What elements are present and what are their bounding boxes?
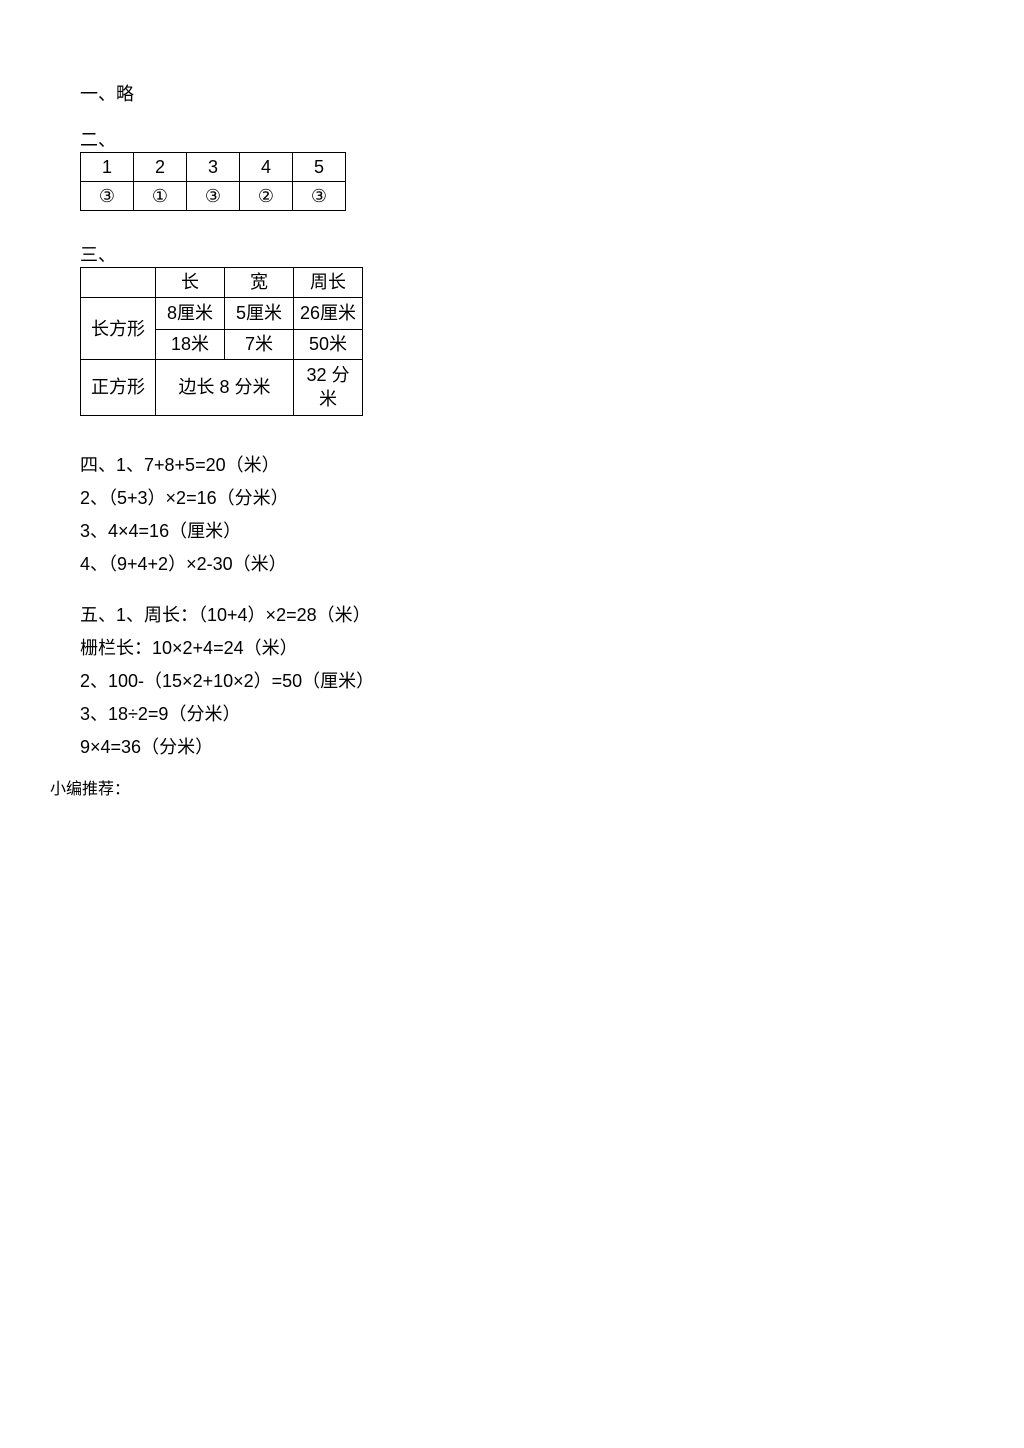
cell: 4 <box>240 153 293 182</box>
section-3-heading-text: 三、 <box>80 241 116 267</box>
section-2-table: 1 2 3 4 5 ③ ① ③ ② ③ <box>80 152 346 211</box>
table-row: ③ ① ③ ② ③ <box>81 182 346 211</box>
table-row: 长方形 8厘米 5厘米 26厘米 <box>81 298 363 329</box>
answer-line: 4、（9+4+2）×2-30（米） <box>80 551 944 578</box>
section-2-heading-text: 二、 <box>80 126 116 152</box>
cell: 26厘米 <box>294 298 363 329</box>
cell: 7米 <box>225 329 294 359</box>
footer-note: 小编推荐： <box>50 775 944 799</box>
table-row: 1 2 3 4 5 <box>81 153 346 182</box>
answer-line: 五、1、周长：（10+4）×2=28（米） <box>80 602 944 629</box>
cell: ① <box>134 182 187 211</box>
cell: ③ <box>293 182 346 211</box>
answer-line: 3、4×4=16（厘米） <box>80 518 944 545</box>
cell: 5 <box>293 153 346 182</box>
cell: 1 <box>81 153 134 182</box>
answer-line: 3、18÷2=9（分米） <box>80 701 944 728</box>
answer-line: 2、100-（15×2+10×2）=50（厘米） <box>80 668 944 695</box>
answer-line: 栅栏长：10×2+4=24（米） <box>80 635 944 662</box>
cell: 3 <box>187 153 240 182</box>
answer-line: 9×4=36（分米） <box>80 734 944 761</box>
row-label: 正方形 <box>81 360 156 416</box>
row-label: 长方形 <box>81 298 156 360</box>
table-row: 长 宽 周长 <box>81 268 363 298</box>
header-cell <box>81 268 156 298</box>
cell: 边长 8 分米 <box>156 360 294 416</box>
cell: ② <box>240 182 293 211</box>
header-cell: 宽 <box>225 268 294 298</box>
header-cell: 周长 <box>294 268 363 298</box>
cell: 32 分米 <box>294 360 363 416</box>
cell: 18米 <box>156 329 225 359</box>
answer-line: 2、（5+3）×2=16（分米） <box>80 485 944 512</box>
header-cell: 长 <box>156 268 225 298</box>
cell: ③ <box>187 182 240 211</box>
cell: 50米 <box>294 329 363 359</box>
section-1-heading: 一、略 <box>80 80 944 106</box>
section-2-heading: 二、 <box>80 126 944 152</box>
section-3-heading: 三、 <box>80 241 944 267</box>
document-page: 一、略 二、 1 2 3 4 5 ③ ① ③ ② ③ 三、 长 宽 周长 <box>0 0 1024 839</box>
cell: ③ <box>81 182 134 211</box>
cell: 5厘米 <box>225 298 294 329</box>
section-5: 五、1、周长：（10+4）×2=28（米） 栅栏长：10×2+4=24（米） 2… <box>80 602 944 761</box>
section-3-table: 长 宽 周长 长方形 8厘米 5厘米 26厘米 18米 7米 50米 正方形 边… <box>80 267 363 416</box>
answer-line: 四、1、7+8+5=20（米） <box>80 452 944 479</box>
section-4: 四、1、7+8+5=20（米） 2、（5+3）×2=16（分米） 3、4×4=1… <box>80 452 944 578</box>
cell: 8厘米 <box>156 298 225 329</box>
cell: 2 <box>134 153 187 182</box>
table-row: 正方形 边长 8 分米 32 分米 <box>81 360 363 416</box>
